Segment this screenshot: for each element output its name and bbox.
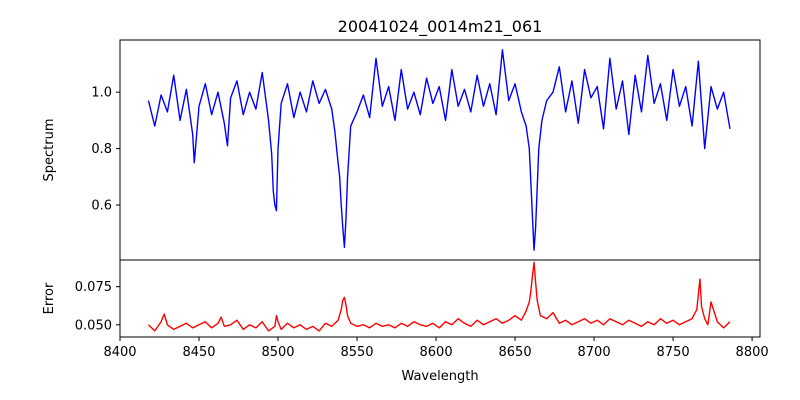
spectrum-y-tick-label: 1.0	[91, 86, 112, 101]
spectrum-frame	[119, 39, 761, 261]
error-frame	[119, 259, 761, 338]
spectrum-y-axis-label: Spectrum	[42, 119, 57, 182]
error-y-axis-label: Error	[42, 282, 57, 314]
x-tick-label: 8550	[340, 345, 373, 360]
x-tick-label: 8800	[736, 345, 769, 360]
spectrum-panel: 0.6 0.8 1.0 Spectrum	[42, 39, 761, 261]
error-series-line	[147, 261, 731, 332]
error-y-tick-label: 0.075	[75, 280, 112, 295]
x-tick-label: 8400	[103, 345, 136, 360]
x-axis: 8400 8450 8500 8550 8600 8650 8700 8750 8800	[103, 337, 769, 360]
error-panel: 0.050 0.075 Error	[42, 259, 761, 338]
x-tick-label: 8700	[578, 345, 611, 360]
spectrum-y-tick-label: 0.8	[91, 142, 112, 157]
error-y-tick-label: 0.050	[75, 318, 112, 333]
x-tick-label: 8650	[499, 345, 532, 360]
x-tick-label: 8500	[261, 345, 294, 360]
spectrum-y-tick-label: 0.6	[91, 199, 112, 214]
x-tick-label: 8750	[657, 345, 690, 360]
x-tick-label: 8450	[182, 345, 215, 360]
x-axis-label: Wavelength	[401, 369, 478, 384]
spectrum-series-line	[147, 49, 731, 251]
x-tick-label: 8600	[420, 345, 453, 360]
chart-title: 20041024_0014m21_061	[338, 17, 543, 37]
